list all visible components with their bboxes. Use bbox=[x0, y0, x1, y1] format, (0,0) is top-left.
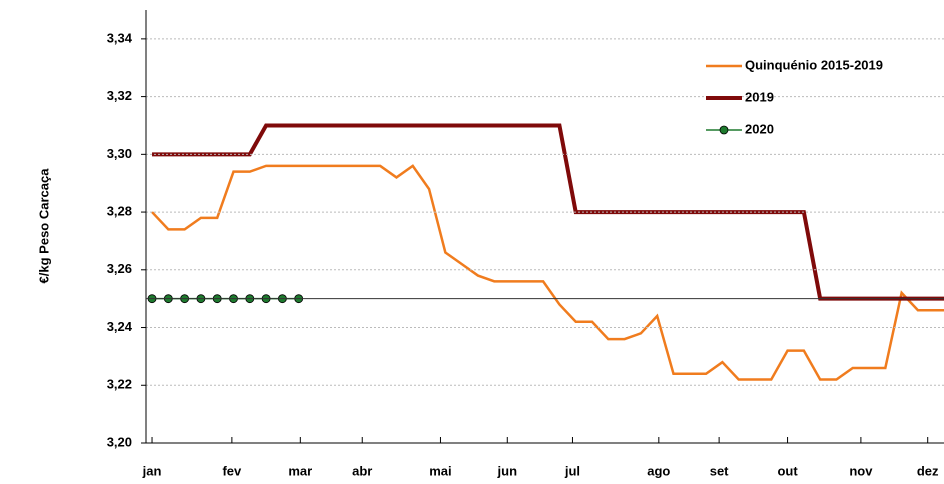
y-tick-label: 3,26 bbox=[107, 261, 132, 276]
x-tick-label: mai bbox=[429, 463, 451, 478]
y-axis-label: €/kg Peso Carcaça bbox=[36, 168, 51, 284]
x-tick-label: ago bbox=[647, 463, 670, 478]
x-tick-label: jul bbox=[564, 463, 580, 478]
x-tick-label: abr bbox=[352, 463, 372, 478]
y-tick-label: 3,20 bbox=[107, 434, 132, 449]
legend-label: 2020 bbox=[745, 121, 774, 136]
series-line bbox=[151, 164, 944, 381]
series-line bbox=[152, 123, 944, 301]
y-tick-label: 3,24 bbox=[107, 319, 133, 334]
x-tick-label: nov bbox=[849, 463, 873, 478]
y-tick-label: 3,32 bbox=[107, 88, 132, 103]
x-tick-label: jun bbox=[497, 463, 518, 478]
y-tick-label: 3,28 bbox=[107, 204, 132, 219]
legend-label: 2019 bbox=[745, 89, 774, 104]
x-tick-label: dez bbox=[917, 463, 939, 478]
y-tick-label: 3,22 bbox=[107, 377, 132, 392]
x-tick-label: out bbox=[777, 463, 798, 478]
x-tick-label: set bbox=[710, 463, 729, 478]
x-tick-label: mar bbox=[288, 463, 312, 478]
y-tick-label: 3,30 bbox=[107, 146, 132, 161]
x-tick-label: jan bbox=[142, 463, 162, 478]
y-tick-label: 3,34 bbox=[107, 30, 133, 45]
plot-area bbox=[147, 123, 944, 381]
x-tick-label: fev bbox=[222, 463, 242, 478]
legend-label: Quinquénio 2015-2019 bbox=[745, 57, 883, 72]
legend-marker bbox=[719, 125, 729, 135]
